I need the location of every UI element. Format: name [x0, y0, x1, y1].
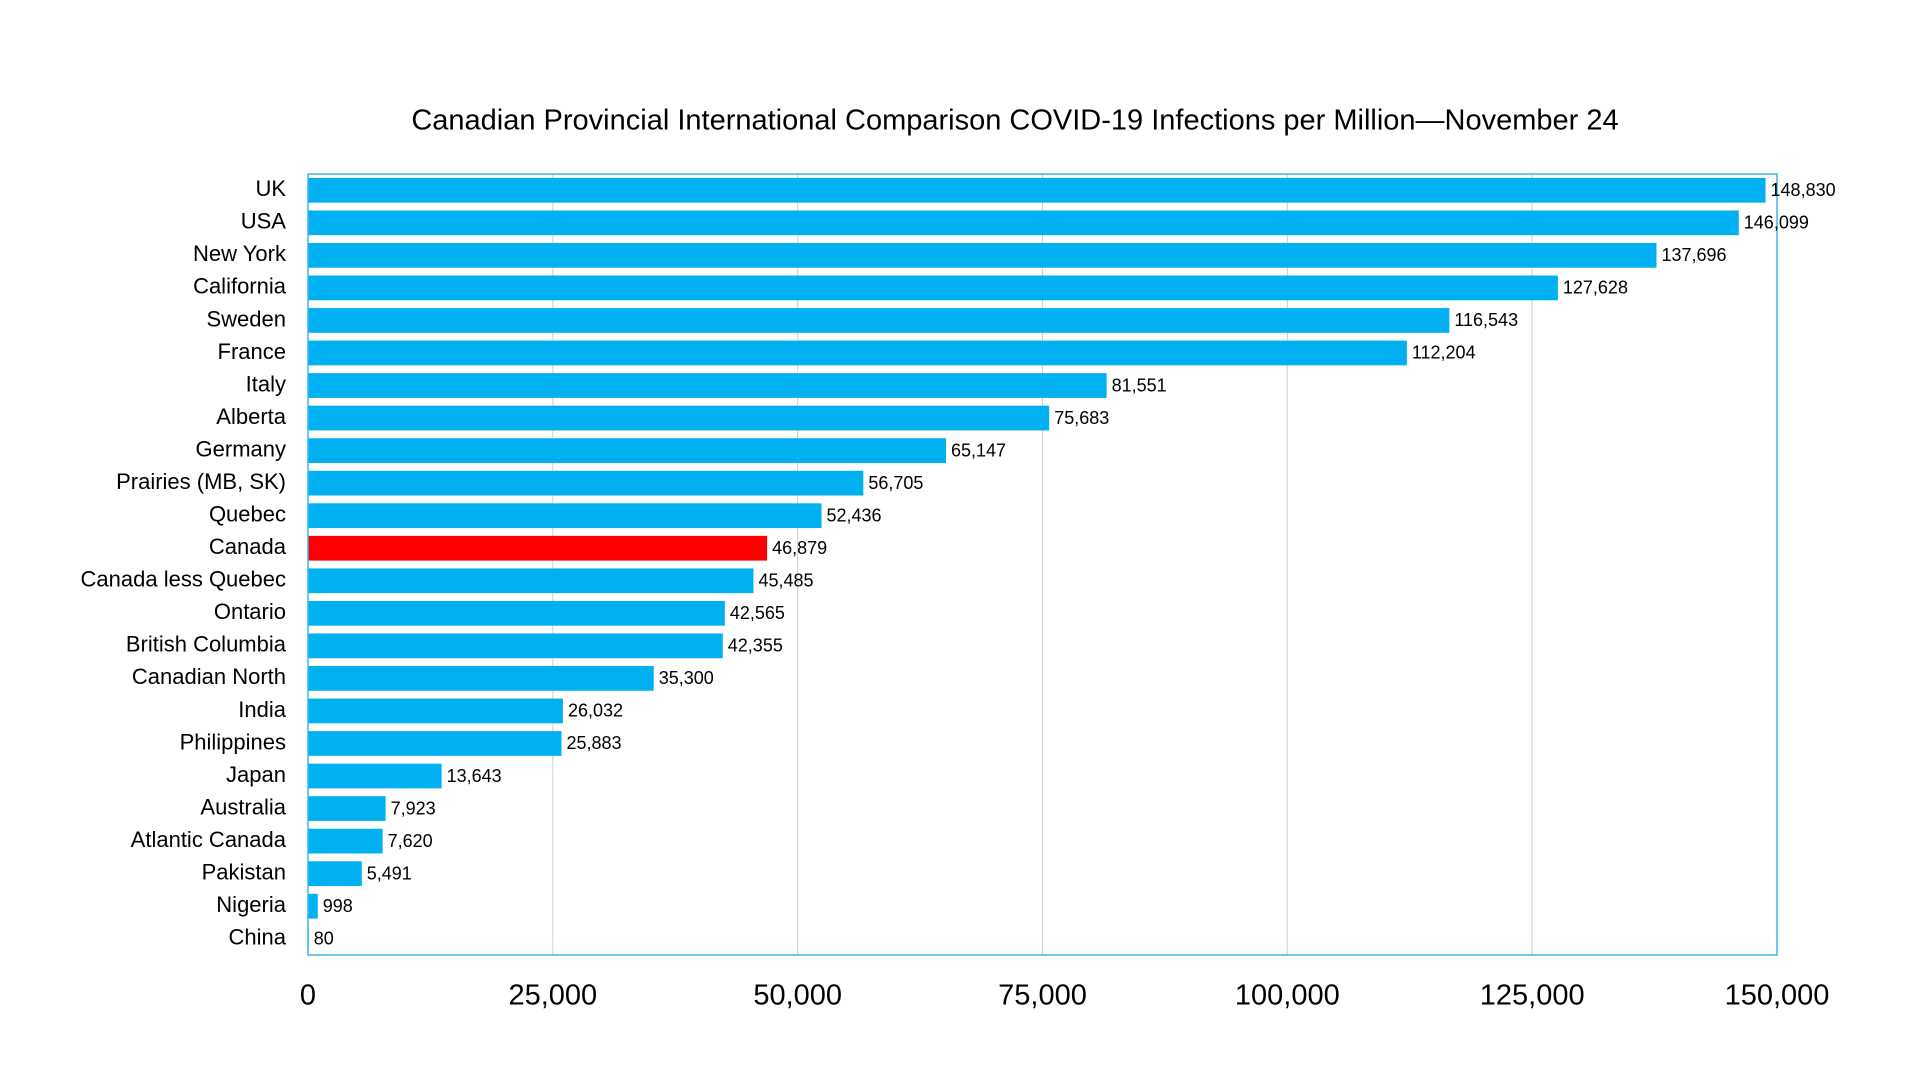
y-tick-label: Prairies (MB, SK) [116, 469, 286, 494]
value-label: 25,883 [566, 733, 621, 753]
plot-border [307, 173, 1778, 956]
value-label: 75,683 [1054, 408, 1109, 428]
bar [308, 535, 768, 561]
y-tick-label: France [218, 339, 286, 364]
x-tick-label: 100,000 [1235, 980, 1340, 1012]
y-tick-label: USA [241, 209, 287, 234]
bar [308, 340, 1407, 366]
y-tick-label: Canadian North [132, 664, 286, 689]
bar [308, 763, 442, 789]
chart-title: Canadian Provincial International Compar… [411, 105, 1618, 137]
x-tick-label: 25,000 [508, 980, 597, 1012]
x-tick-label: 150,000 [1725, 980, 1830, 1012]
bar [308, 275, 1558, 301]
value-label: 127,628 [1563, 278, 1628, 298]
value-label: 7,923 [391, 798, 436, 818]
value-label: 13,643 [447, 766, 502, 786]
value-label: 998 [323, 896, 353, 916]
y-tick-label: Philippines [180, 729, 286, 754]
y-tick-label: UK [255, 176, 286, 201]
y-tick-label: Sweden [206, 306, 286, 331]
bar [308, 698, 563, 724]
bar [308, 731, 562, 756]
value-label: 26,032 [568, 701, 623, 721]
value-label: 46,879 [772, 538, 827, 558]
y-tick-label: Pakistan [202, 859, 286, 884]
bar [308, 633, 723, 659]
bar [308, 828, 383, 854]
y-tick-label: Japan [226, 762, 286, 787]
y-tick-label: Canada [209, 534, 287, 559]
y-tick-label: California [193, 274, 287, 299]
value-label: 7,620 [388, 831, 433, 851]
y-tick-label: India [238, 697, 286, 722]
y-tick-label: China [229, 925, 287, 950]
y-tick-label: New York [193, 241, 287, 266]
bar [308, 470, 864, 496]
bar [308, 405, 1050, 431]
y-tick-label: Atlantic Canada [131, 827, 287, 852]
bar [308, 210, 1739, 236]
bar [308, 177, 1766, 203]
x-tick-label: 125,000 [1480, 980, 1585, 1012]
x-tick-label: 75,000 [998, 980, 1087, 1012]
value-label: 116,543 [1454, 310, 1518, 330]
bar [308, 568, 754, 594]
value-label: 146,099 [1744, 213, 1809, 233]
y-tick-label: Alberta [216, 404, 286, 429]
bar [308, 308, 1450, 333]
value-label: 35,300 [659, 668, 714, 688]
bar [308, 373, 1107, 398]
y-tick-label: Australia [200, 794, 286, 819]
value-label: 42,565 [730, 603, 785, 623]
y-tick-label: Italy [246, 371, 286, 396]
y-tick-label: Canada less Quebec [81, 567, 286, 592]
x-tick-label: 0 [300, 980, 316, 1012]
bar [308, 438, 947, 463]
bar [308, 242, 1657, 268]
bar [308, 600, 725, 626]
value-label: 80 [314, 928, 334, 948]
y-tick-label: Germany [196, 436, 286, 461]
value-label: 65,147 [951, 440, 1006, 460]
bar [308, 893, 318, 919]
value-label: 5,491 [367, 863, 412, 883]
value-label: 42,355 [728, 636, 783, 656]
bar [308, 796, 386, 821]
y-tick-label: British Columbia [126, 632, 287, 657]
value-label: 112,204 [1412, 343, 1476, 363]
bar [308, 861, 362, 887]
value-label: 45,485 [758, 571, 813, 591]
value-label: 52,436 [827, 505, 882, 525]
value-label: 81,551 [1112, 375, 1167, 395]
value-label: 137,696 [1662, 245, 1727, 265]
y-tick-label: Ontario [214, 599, 286, 624]
bar [308, 666, 654, 691]
bar [308, 503, 822, 529]
x-tick-label: 50,000 [753, 980, 842, 1012]
value-label: 56,705 [868, 473, 923, 493]
y-tick-label: Nigeria [216, 892, 286, 917]
bars [308, 177, 1766, 952]
value-label: 148,830 [1771, 180, 1836, 200]
y-tick-label: Quebec [209, 502, 286, 527]
